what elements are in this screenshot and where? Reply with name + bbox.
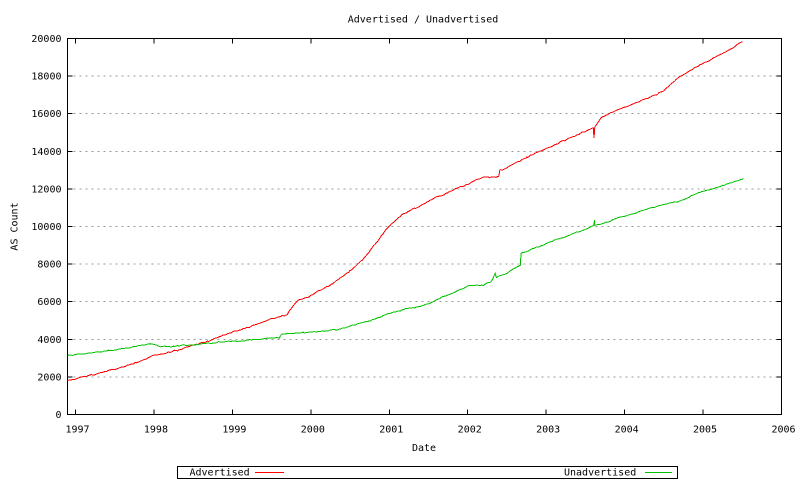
x-tick-label-2001: 2001 [379, 425, 403, 436]
y-tick-label-18000: 18000 [31, 72, 61, 83]
x-tick-label-2003: 2003 [536, 425, 560, 436]
legend: Advertised Unadvertised [177, 466, 678, 479]
y-tick-label-20000: 20000 [31, 34, 61, 45]
y-axis-title: AS Count [10, 202, 21, 250]
legend-box [177, 466, 678, 479]
x-tick-label-2005: 2005 [693, 425, 717, 436]
series-layer [67, 41, 744, 382]
y-tick-label-2000: 2000 [37, 372, 61, 383]
x-tick-label-1999: 1999 [222, 425, 246, 436]
y-tick-label-0: 0 [55, 410, 61, 421]
x-tick-label-1998: 1998 [144, 425, 168, 436]
y-tick-label-8000: 8000 [37, 260, 61, 271]
y-tick-label-12000: 12000 [31, 184, 61, 195]
chart-title: Advertised / Unadvertised [348, 15, 499, 26]
y-tick-label-14000: 14000 [31, 147, 61, 158]
x-tick-label-2004: 2004 [615, 425, 639, 436]
x-axis-title: Date [412, 443, 436, 454]
x-tick-label-1997: 1997 [65, 425, 89, 436]
series-line-advertised [67, 41, 743, 382]
y-tick-label-6000: 6000 [37, 297, 61, 308]
y-tick-label-4000: 4000 [37, 335, 61, 346]
tick-labels: 0 2000 4000 6000 8000 10000 12000 14000 16000 180… [31, 34, 795, 436]
grid-layer [67, 75, 782, 378]
y-tick-label-16000: 16000 [31, 109, 61, 120]
legend-label-unadvertised: Unadvertised [564, 468, 636, 479]
series-line-unadvertised [67, 178, 744, 356]
x-tick-label-2002: 2002 [458, 425, 482, 436]
x-tick-label-2006: 2006 [771, 425, 795, 436]
x-tick-label-2000: 2000 [301, 425, 325, 436]
tick-marks [67, 38, 782, 415]
legend-label-advertised: Advertised [190, 468, 250, 479]
y-tick-label-10000: 10000 [31, 222, 61, 233]
